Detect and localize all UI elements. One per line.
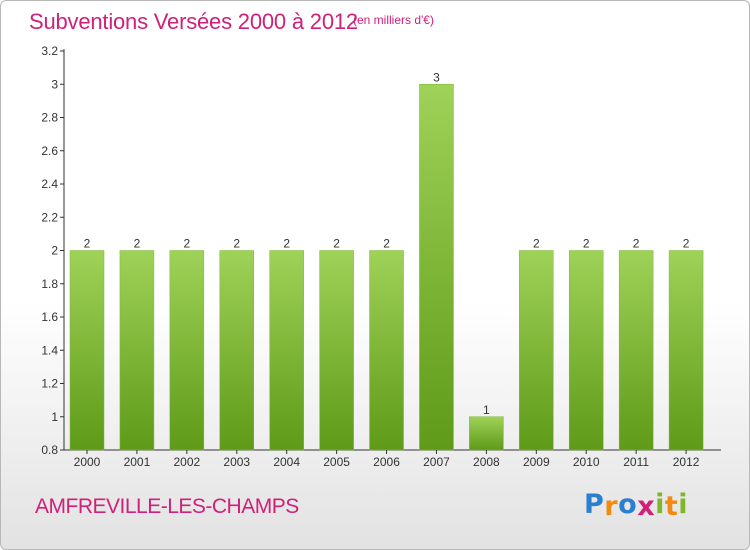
logo-letter: x <box>637 491 656 522</box>
logo-letter: o <box>618 489 638 520</box>
bar <box>169 250 205 451</box>
y-tick-label: 1.2 <box>41 377 58 391</box>
y-tick-label: 2.2 <box>41 210 58 224</box>
commune-name: AMFREVILLE-LES-CHAMPS <box>35 495 299 518</box>
y-tick-label: 1 <box>51 410 58 424</box>
x-tick-label: 2012 <box>673 455 700 469</box>
logo-letter: i <box>678 489 689 520</box>
x-tick-label: 2002 <box>173 455 200 469</box>
y-tick-label: 2.4 <box>41 177 58 191</box>
x-tick-label: 2001 <box>124 455 151 469</box>
bar-value-label: 2 <box>383 237 390 251</box>
y-tick-label: 1.4 <box>41 343 58 357</box>
bar-value-label: 1 <box>483 403 490 417</box>
y-tick-label: 2.6 <box>41 144 58 158</box>
y-tick-label: 3 <box>51 77 58 91</box>
bar <box>319 250 354 451</box>
bar <box>219 250 255 451</box>
bar-value-label: 2 <box>134 237 141 251</box>
bar <box>519 250 554 451</box>
logo-letter: t <box>664 491 679 522</box>
bar <box>618 250 654 451</box>
x-tick-label: 2008 <box>473 455 500 469</box>
x-tick-label: 2003 <box>223 455 250 469</box>
x-tick-label: 2009 <box>523 455 550 469</box>
y-tick-label: 2.8 <box>41 111 58 125</box>
bar <box>668 250 704 451</box>
chart-unit: (en milliers d'€) <box>353 13 434 27</box>
bar-value-label: 2 <box>84 237 91 251</box>
x-tick-label: 2006 <box>373 455 400 469</box>
bar <box>119 250 155 451</box>
y-tick-label: 0.8 <box>41 443 58 457</box>
x-tick-label: 2000 <box>74 455 101 469</box>
x-tick-label: 2004 <box>273 455 300 469</box>
bar-value-label: 2 <box>283 237 290 251</box>
bar <box>369 250 404 451</box>
chart-title: Subventions Versées 2000 à 2012 <box>29 9 358 34</box>
bar-value-label: 2 <box>533 237 540 251</box>
x-tick-label: 2011 <box>623 455 649 469</box>
bar-value-label: 2 <box>633 237 640 251</box>
proxiti-logo[interactable]: Proxiti <box>584 489 689 522</box>
y-tick-label: 2 <box>51 244 58 258</box>
bar <box>469 416 504 451</box>
logo-letter: P <box>584 489 605 520</box>
logo-letter: i <box>655 489 665 520</box>
x-tick-label: 2005 <box>323 455 350 469</box>
bar-value-label: 2 <box>583 237 590 251</box>
x-tick-label: 2007 <box>423 455 450 469</box>
bar <box>568 250 604 451</box>
bar <box>269 250 304 451</box>
bar-value-label: 3 <box>433 70 440 84</box>
y-tick-label: 1.6 <box>41 310 58 324</box>
bar <box>69 250 105 451</box>
bar-value-label: 2 <box>333 237 340 251</box>
y-tick-label: 3.2 <box>41 44 58 58</box>
bar <box>419 84 454 451</box>
bar-value-label: 2 <box>184 237 191 251</box>
bar-value-label: 2 <box>683 237 690 251</box>
logo-letter: r <box>604 491 619 522</box>
bar-value-label: 2 <box>233 237 240 251</box>
y-tick-label: 1.8 <box>41 277 58 291</box>
x-tick-label: 2010 <box>573 455 600 469</box>
